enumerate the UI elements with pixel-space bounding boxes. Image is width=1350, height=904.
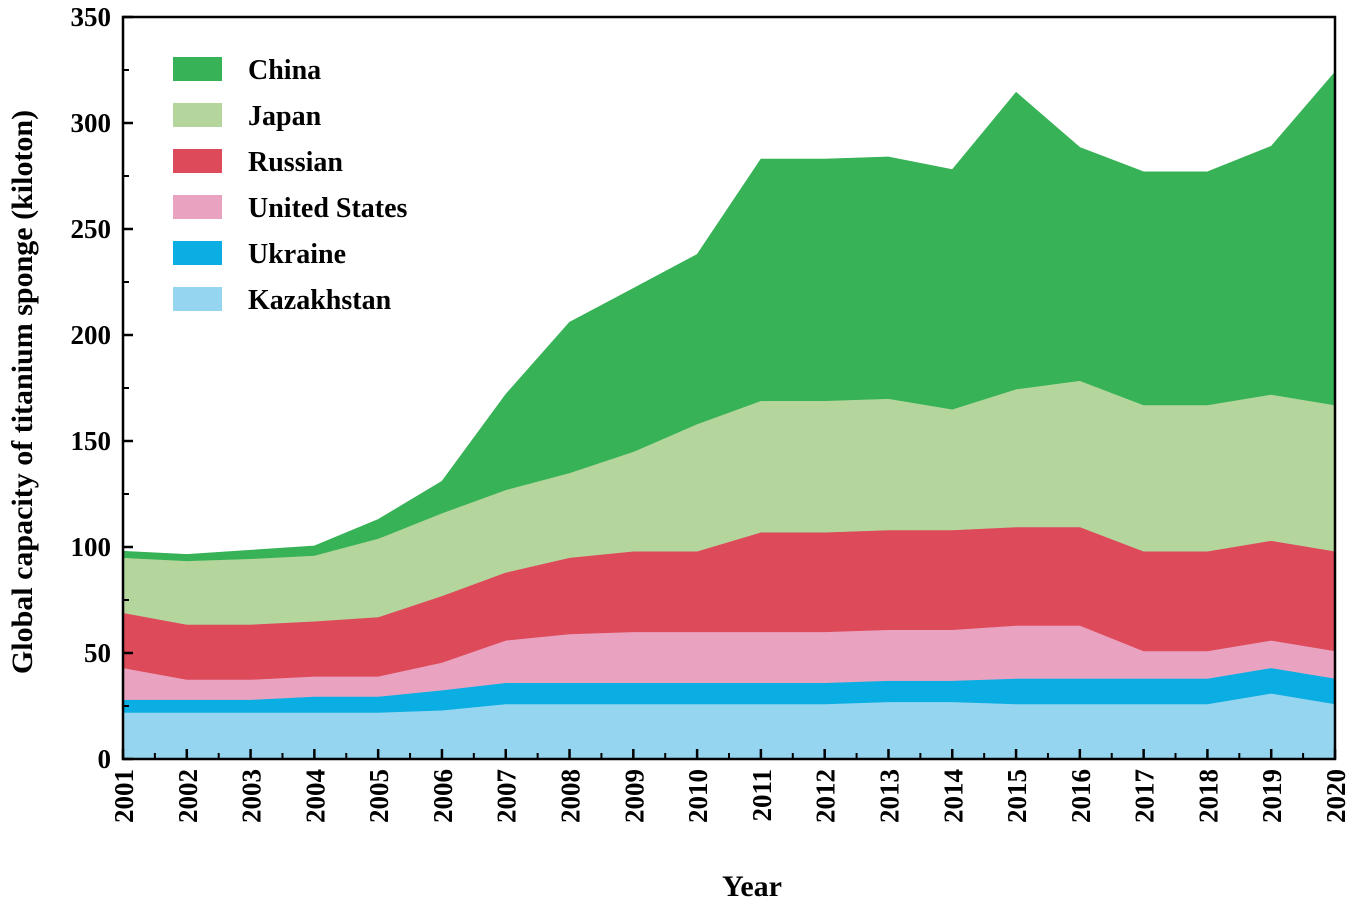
x-tick-label: 2007 <box>492 769 522 823</box>
legend-swatch-kazakhstan <box>173 287 222 311</box>
x-tick-label: 2008 <box>556 769 586 823</box>
y-tick-label: 0 <box>98 744 112 774</box>
x-tick-label: 2005 <box>364 769 394 823</box>
x-tick-label: 2020 <box>1321 769 1350 823</box>
x-tick-label: 2009 <box>619 769 649 823</box>
y-tick-label: 350 <box>71 2 112 32</box>
x-tick-label: 2019 <box>1257 769 1287 823</box>
legend-label-japan: Japan <box>248 101 322 132</box>
y-tick-label: 300 <box>71 108 112 138</box>
legend-swatch-china <box>173 57 222 81</box>
y-tick-label: 250 <box>71 214 112 244</box>
y-tick-label: 50 <box>84 638 111 668</box>
x-tick-label: 2013 <box>874 769 904 823</box>
legend-swatch-united-states <box>173 195 222 219</box>
legend-label-ukraine: Ukraine <box>248 239 346 270</box>
x-tick-label: 2002 <box>173 769 203 823</box>
x-tick-label: 2011 <box>747 769 777 822</box>
legend: China Japan Russian United States Ukraine Kaz… <box>173 55 408 316</box>
legend-swatch-japan <box>173 103 222 127</box>
x-tick-label: 2006 <box>428 769 458 823</box>
x-tick-label: 2004 <box>300 769 330 823</box>
legend-swatch-russian <box>173 149 222 173</box>
y-axis-title: Global capacity of titanium sponge (kilo… <box>6 110 39 674</box>
x-tick-label: 2014 <box>938 769 968 823</box>
y-tick-label: 200 <box>71 320 112 350</box>
legend-label-united-states: United States <box>248 193 408 224</box>
legend-label-china: China <box>248 55 321 86</box>
x-tick-label: 2017 <box>1130 769 1160 823</box>
legend-label-kazakhstan: Kazakhstan <box>248 285 392 316</box>
x-tick-label: 2003 <box>237 769 267 823</box>
x-tick-label: 2018 <box>1193 769 1223 823</box>
x-axis-title: Year <box>722 870 782 903</box>
x-tick-label: 2010 <box>683 769 713 823</box>
axes-group: 0 50 100 150 200 250 300 350 2001 2002 2003 2004 200… <box>71 2 1350 823</box>
x-tick-label: 2016 <box>1066 769 1096 823</box>
area-series-group <box>122 71 1336 760</box>
legend-label-russian: Russian <box>248 147 343 178</box>
x-tick-label: 2015 <box>1002 769 1032 823</box>
x-tick-label: 2001 <box>109 769 139 823</box>
y-tick-label: 100 <box>71 532 112 562</box>
y-tick-label: 150 <box>71 426 112 456</box>
x-tick-label: 2012 <box>811 769 841 823</box>
legend-swatch-ukraine <box>173 241 222 265</box>
